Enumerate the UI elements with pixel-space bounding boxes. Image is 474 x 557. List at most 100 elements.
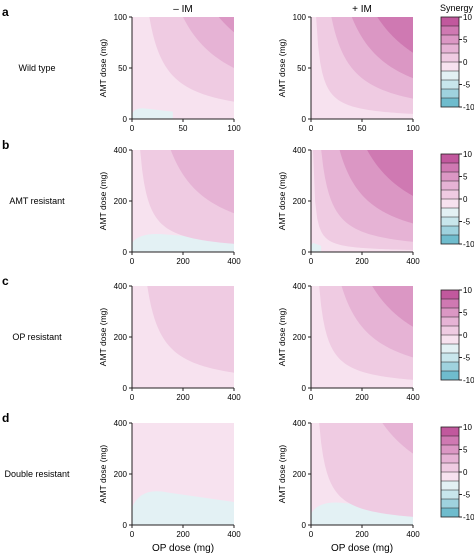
colorbar-band [441,344,459,353]
y-tick-label: 200 [293,197,307,206]
x-axis-label-right: OP dose (mg) [331,543,393,554]
colorbar-band [441,427,459,436]
x-tick-label: 50 [179,124,188,133]
x-tick-label: 100 [406,124,420,133]
synergy-contour-4 [377,17,413,53]
x-tick-label: 400 [227,257,241,266]
colorbar-band [441,172,459,181]
y-axis-label: AMT dose (mg) [98,445,108,504]
colorbar-band [441,71,459,80]
y-tick-label: 100 [114,13,128,22]
antagonism-region-1 [311,243,322,252]
synergy-contour-2 [183,17,234,68]
colorbar-band [441,463,459,472]
colorbar-tick-label: 5 [463,309,468,318]
colorbar-tick-label: -10 [463,240,474,249]
heatmap-area [132,150,234,252]
x-tick-label: 100 [227,124,241,133]
antagonism-region-1 [132,108,173,119]
y-tick-label: 0 [302,521,307,530]
colorbar-band [441,62,459,71]
colorbar-band [441,17,459,26]
x-tick-label: 0 [130,257,135,266]
colorbar-band [441,445,459,454]
x-tick-label: 200 [355,393,369,402]
x-tick-label: 0 [130,124,135,133]
x-tick-label: 400 [406,530,420,539]
colorbar-band [441,190,459,199]
x-tick-label: 0 [309,257,314,266]
x-tick-label: 400 [227,393,241,402]
y-tick-label: 400 [114,282,128,291]
y-tick-label: 400 [293,282,307,291]
subplot-c-1: 0 200 400 0 200 400 AMT dose (mg) [98,282,241,402]
colorbar-tick-label: -10 [463,376,474,385]
y-tick-label: 200 [114,197,128,206]
colorbar-band [441,472,459,481]
colorbar-band [441,89,459,98]
y-tick-label: 0 [123,248,128,257]
colorbar-band [441,53,459,62]
colorbar-band [441,181,459,190]
panel-d: d Double resistant 0 200 400 0 200 400 AMT dose … [2,411,474,539]
y-tick-label: 200 [293,470,307,479]
colorbar-tick-label: 0 [463,468,468,477]
x-tick-label: 0 [130,393,135,402]
heatmap-area [311,423,413,525]
colorbar-band [441,98,459,107]
subplot-b-2: 0 200 400 0 200 400 AMT dose (mg) [277,146,420,266]
colorbar-tick-label: -5 [463,354,471,363]
x-tick-label: 0 [309,530,314,539]
colorbar-band [441,308,459,317]
colorbar-tick-label: 10 [463,150,472,159]
colorbar-band [441,44,459,53]
x-tick-label: 200 [176,257,190,266]
y-axis-label: AMT dose (mg) [277,445,287,504]
panel-b: b AMT resistant 0 200 400 0 200 400 AMT dose (mg… [2,138,474,266]
colorbar-band [441,35,459,44]
x-tick-label: 200 [355,530,369,539]
colorbar-band [441,490,459,499]
x-tick-label: 200 [176,530,190,539]
colorbar-band [441,353,459,362]
colorbar-band [441,226,459,235]
column-title-plus-im: + IM [352,4,372,15]
synergy-contour-3 [218,17,234,33]
colorbar-tick-label: -5 [463,491,471,500]
x-axis-label-left: OP dose (mg) [152,543,214,554]
colorbar-band [441,371,459,380]
y-tick-label: 100 [293,13,307,22]
colorbar-band [441,508,459,517]
y-tick-label: 400 [293,419,307,428]
colorbar-tick-label: 0 [463,331,468,340]
colorbar-band [441,217,459,226]
colorbar-band [441,26,459,35]
synergy-contour-3 [372,286,413,327]
colorbar-tick-label: 0 [463,58,468,67]
y-tick-label: 400 [114,146,128,155]
colorbar-tick-label: 0 [463,195,468,204]
colorbar-band [441,362,459,371]
x-tick-label: 0 [130,530,135,539]
y-tick-label: 0 [123,384,128,393]
colorbar-tick-label: 5 [463,36,468,45]
row-label-b: AMT resistant [9,196,65,206]
x-tick-label: 0 [309,393,314,402]
heatmap-area [132,286,234,388]
y-tick-label: 0 [123,521,128,530]
colorbar-band [441,299,459,308]
antagonism-region-1 [132,491,234,525]
y-axis-label: AMT dose (mg) [277,308,287,367]
colorbar-band [441,235,459,244]
subplot-d-2: 0 200 400 0 200 400 AMT dose (mg) [277,419,420,539]
colorbar-band [441,499,459,508]
colorbar-band [441,326,459,335]
colorbar-tick-label: -5 [463,81,471,90]
y-tick-label: 200 [293,333,307,342]
subplot-c-2: 0 200 400 0 200 400 AMT dose (mg) [277,282,420,402]
panel-c: c OP resistant 0 200 400 0 200 400 AMT dose (mg)… [2,274,474,402]
synergy-contour-1 [147,286,234,373]
colorbar-title: Synergy [440,3,474,13]
